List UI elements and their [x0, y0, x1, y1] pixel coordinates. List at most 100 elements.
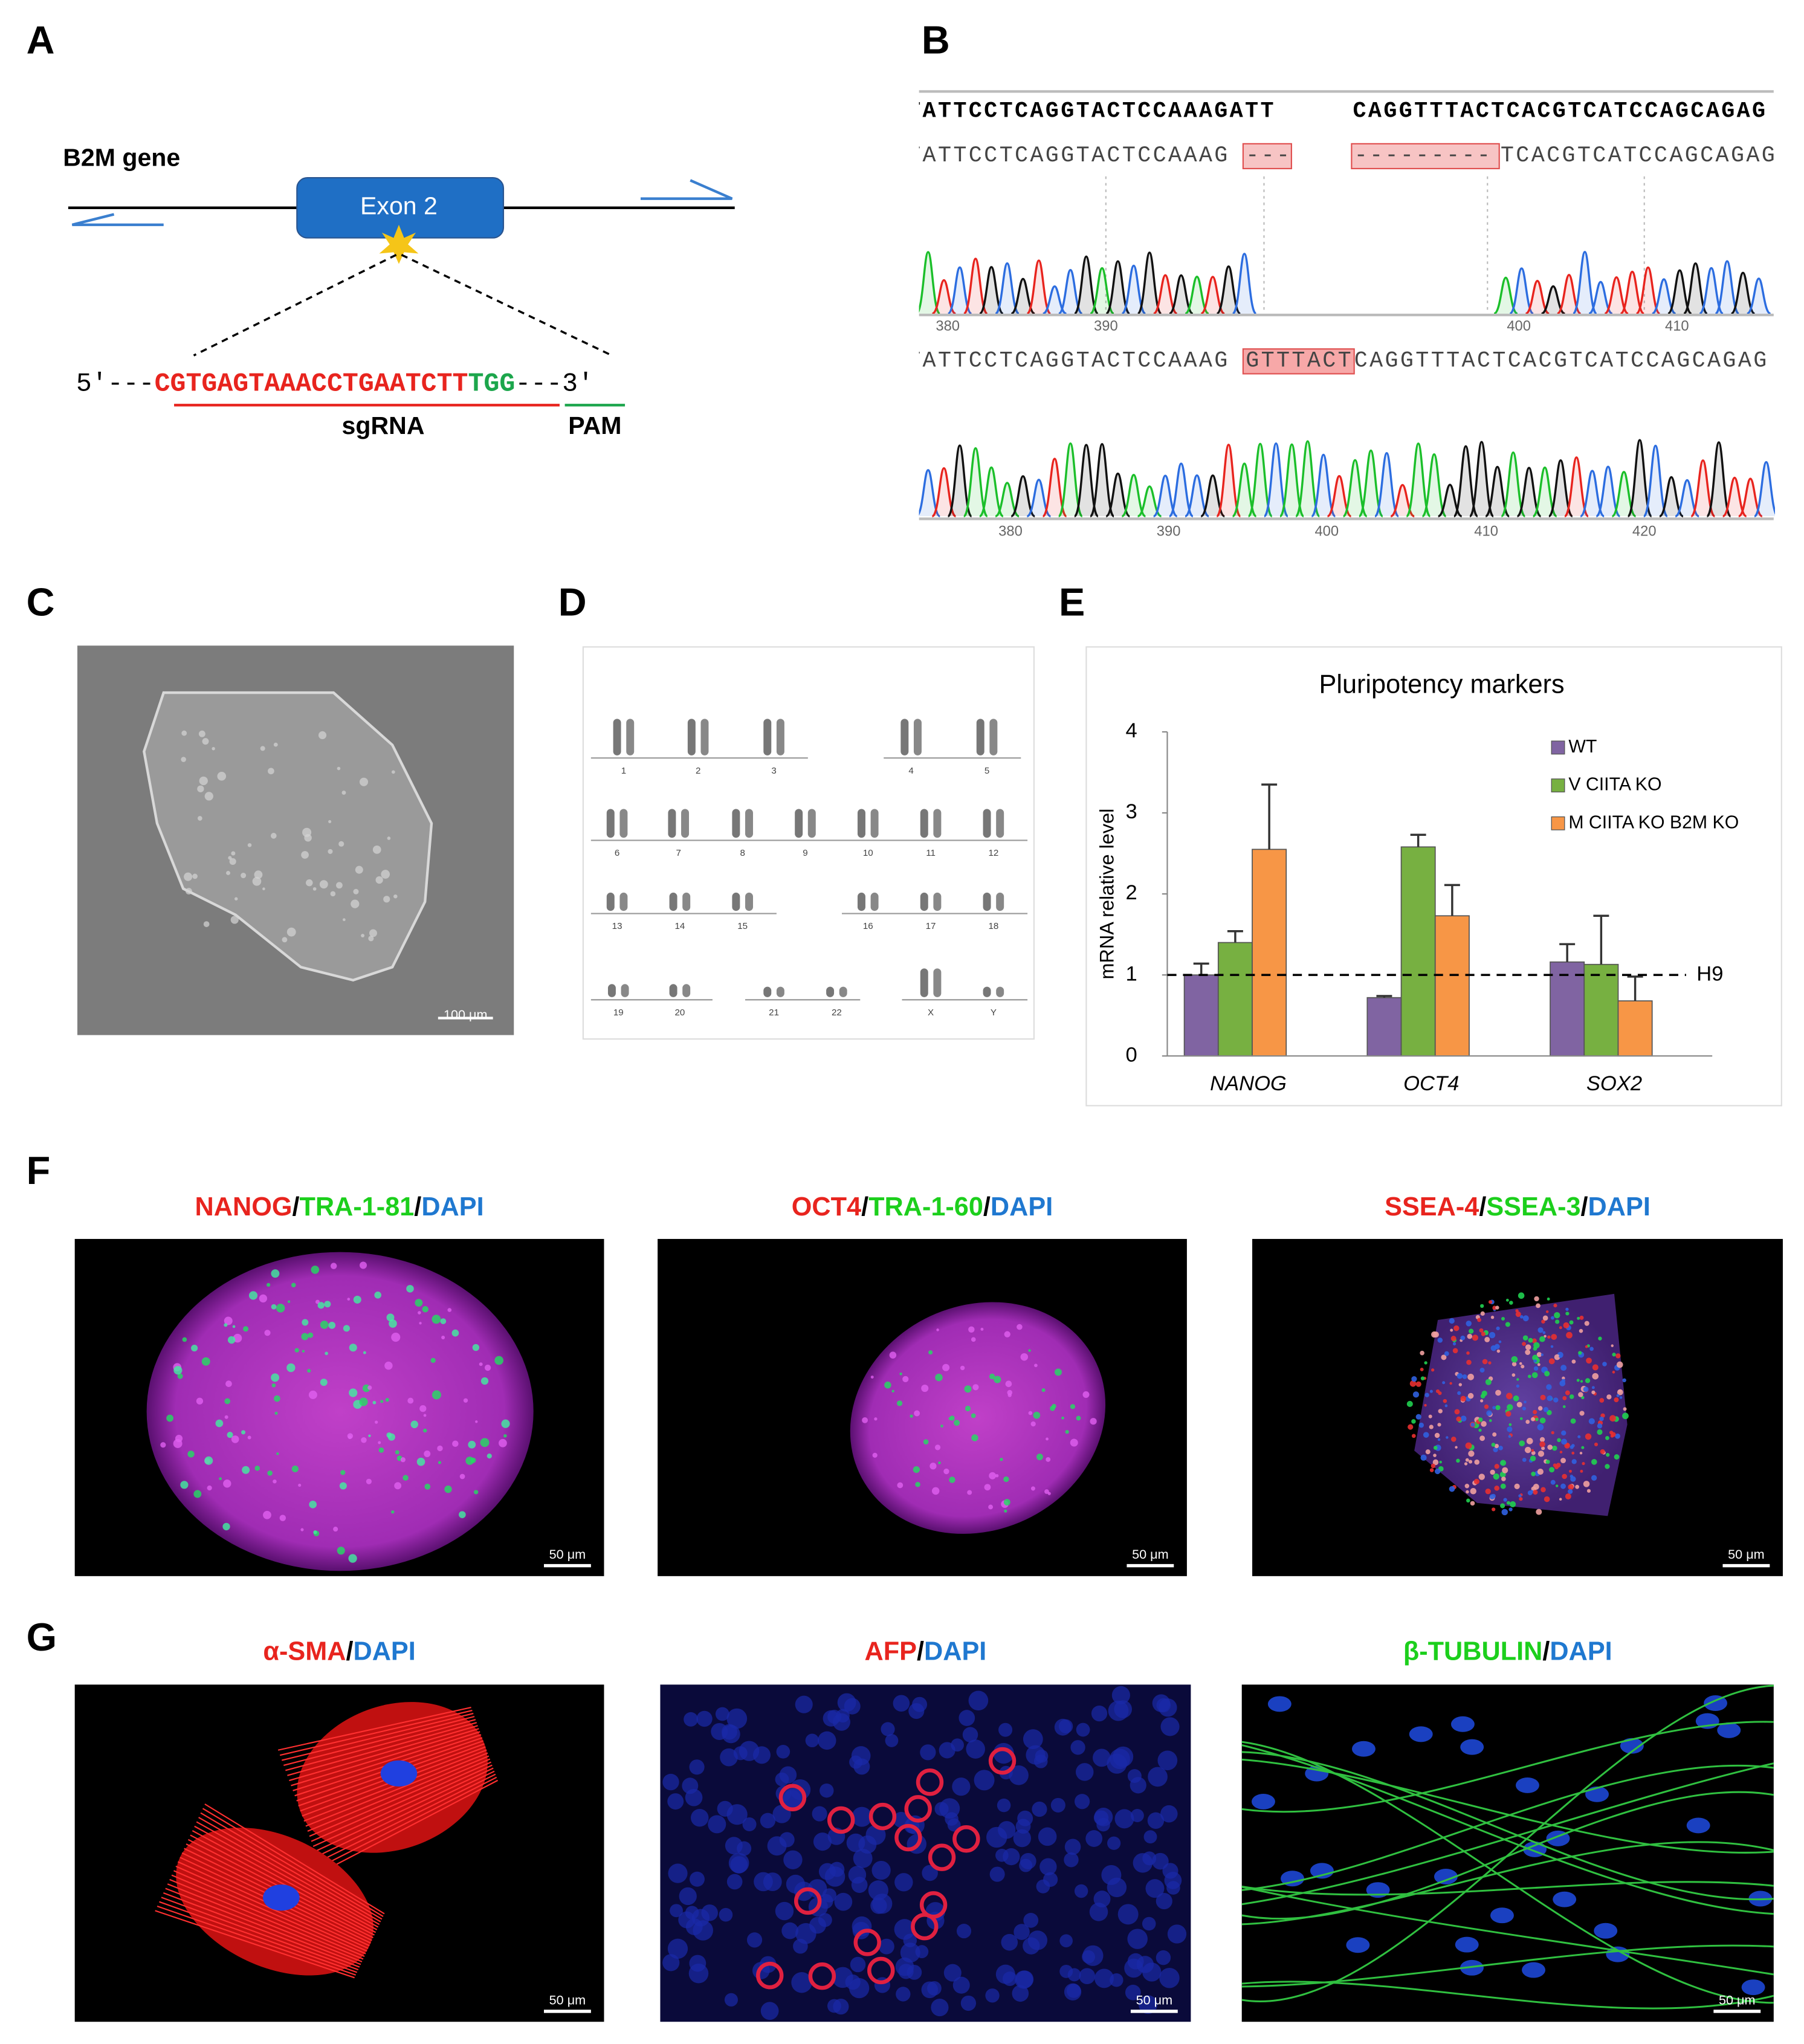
nucleus — [822, 1888, 837, 1903]
title-part: α-SMA — [263, 1637, 346, 1666]
chromosome-label: 17 — [926, 921, 936, 931]
trace-peak — [1310, 453, 1337, 517]
cell — [1506, 1501, 1510, 1505]
colony-speck — [204, 792, 213, 801]
scale-label: 50 μm — [1132, 1547, 1169, 1562]
cell — [302, 1319, 309, 1326]
cell — [380, 1400, 384, 1403]
cell — [1588, 1418, 1595, 1425]
cell — [1429, 1425, 1434, 1429]
cell — [343, 1325, 350, 1332]
nucleus — [1013, 1829, 1032, 1848]
title-part: / — [292, 1193, 299, 1222]
cell — [1409, 1380, 1417, 1387]
cell — [359, 1261, 367, 1269]
nucleus — [1167, 1924, 1187, 1944]
trace-peak — [1105, 260, 1131, 315]
fiber — [202, 1808, 384, 1917]
cell — [1522, 1406, 1527, 1411]
trace-peak — [1469, 441, 1495, 517]
nucleus — [1059, 1934, 1073, 1948]
afp-cell — [778, 1784, 807, 1812]
title-part: / — [1581, 1193, 1588, 1222]
cell — [1003, 1476, 1009, 1483]
cell — [1583, 1386, 1589, 1392]
nucleus — [1058, 1719, 1073, 1734]
cell — [224, 1316, 233, 1325]
cell — [385, 1398, 389, 1402]
trace-peak — [1026, 259, 1052, 315]
cell — [1491, 1443, 1496, 1447]
cell — [247, 1435, 251, 1440]
reference-label: H9 — [1696, 962, 1723, 985]
cell — [472, 1344, 480, 1351]
colony-speck — [306, 879, 313, 887]
colony-speck — [198, 730, 205, 737]
cell — [1578, 1351, 1582, 1355]
title-part: DAPI — [991, 1193, 1053, 1222]
nucleus — [922, 1865, 938, 1881]
fiber — [155, 1910, 355, 1979]
cell — [173, 1439, 183, 1448]
nucleus — [1267, 1696, 1292, 1712]
cell — [430, 1357, 436, 1363]
cell — [242, 1466, 250, 1474]
cell — [1046, 1457, 1051, 1462]
trace-peak — [1484, 465, 1510, 517]
cell — [1444, 1404, 1448, 1408]
cell — [1082, 1391, 1090, 1399]
cell — [254, 1466, 260, 1471]
cell — [1615, 1353, 1621, 1359]
chromosome — [619, 892, 628, 911]
nucleus — [1148, 1767, 1168, 1787]
chromosome — [983, 986, 991, 997]
cell — [231, 1435, 239, 1443]
cell — [406, 1285, 414, 1293]
chromosome — [763, 719, 772, 755]
title-part: / — [1542, 1637, 1550, 1666]
cell — [177, 1373, 183, 1379]
cell — [363, 1351, 366, 1354]
nucleus — [775, 1772, 789, 1787]
cell — [1554, 1312, 1560, 1319]
chromosome — [668, 809, 676, 838]
cell — [1559, 1498, 1562, 1501]
cell — [1581, 1446, 1585, 1449]
cell — [1565, 1493, 1571, 1499]
cell — [465, 1457, 474, 1465]
trace-peak — [1500, 451, 1527, 517]
cell — [407, 1397, 414, 1404]
nucleus — [968, 1690, 989, 1711]
cell — [180, 1481, 189, 1489]
cell — [1585, 1345, 1588, 1348]
cell — [243, 1326, 249, 1332]
cell — [1041, 1388, 1046, 1392]
cell — [263, 1510, 271, 1519]
cell — [1505, 1322, 1510, 1327]
cell — [1533, 1359, 1537, 1363]
cell — [1586, 1357, 1592, 1364]
afp-cell — [928, 1843, 956, 1871]
cell — [330, 1263, 337, 1269]
cell — [1525, 1344, 1531, 1350]
afp-cell — [853, 1929, 881, 1956]
cell — [1437, 1337, 1443, 1343]
bar — [1617, 1000, 1653, 1057]
cell — [1513, 1395, 1519, 1402]
nucleus — [722, 1725, 740, 1744]
nucleus — [1127, 1929, 1148, 1949]
cell — [897, 1482, 904, 1489]
nucleus — [927, 1981, 942, 1996]
chromosome — [776, 986, 784, 997]
panel-label: B — [922, 18, 950, 62]
cell — [320, 1379, 328, 1386]
cell — [1597, 1429, 1603, 1435]
title-part: / — [1479, 1193, 1486, 1222]
cell — [1531, 1451, 1536, 1455]
cell — [1509, 1301, 1513, 1305]
cell — [1506, 1392, 1513, 1400]
fiber — [293, 1731, 480, 1791]
panel-label: E — [1059, 580, 1085, 624]
trace-peak — [963, 447, 989, 517]
cell — [499, 1438, 507, 1447]
